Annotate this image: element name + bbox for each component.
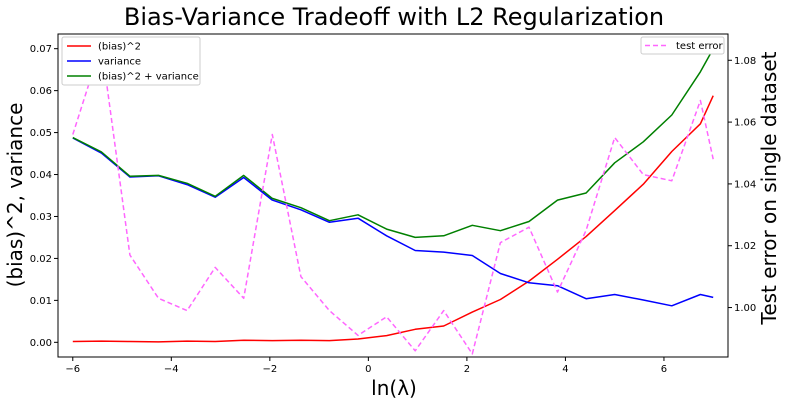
y-right-axis-ticks: 1.00 1.02 1.04 1.06 1.08	[728, 56, 756, 314]
legend-left-frame	[61, 36, 201, 86]
legend-label-bias-2-variance: (bias)^2 + variance	[98, 72, 199, 83]
y-left-tick-label: 0.05	[30, 128, 52, 139]
x-axis-ticks: −6 −4 −2 0 2 4 6	[65, 357, 667, 375]
y-left-tick-label: 0.02	[30, 254, 52, 265]
x-tick-label: 6	[661, 364, 667, 375]
y-right-tick-label: 1.02	[734, 241, 756, 252]
y-left-tick-label: 0.04	[30, 170, 52, 181]
x-tick-label: 0	[365, 364, 371, 375]
y-left-tick-label: 0.00	[30, 338, 52, 349]
series-line-test-error	[72, 44, 714, 355]
series-line-bias-2-variance	[72, 48, 714, 239]
legend-right-frame	[640, 36, 725, 55]
x-tick-label: −2	[262, 364, 277, 375]
legend-left: (bias)^2 variance (bias)^2 + variance	[61, 36, 201, 86]
chart-title: Bias-Variance Tradeoff with L2 Regulariz…	[124, 3, 664, 31]
series-layer	[72, 44, 714, 355]
y-left-tick-label: 0.06	[30, 86, 52, 97]
legend-label-variance: variance	[98, 57, 141, 68]
x-tick-label: −6	[65, 364, 80, 375]
y-right-tick-label: 1.06	[734, 118, 756, 129]
y-left-axis-label: (bias)^2, variance	[3, 103, 27, 288]
plot-area: −6 −4 −2 0 2 4 6 0.000.010.020.030.040.050.060…	[30, 33, 756, 375]
series-line-variance	[72, 137, 714, 307]
legend-label-test-error: test error	[676, 41, 723, 52]
x-tick-label: 4	[562, 364, 568, 375]
x-tick-label: 2	[464, 364, 470, 375]
series-line-bias-2	[72, 95, 714, 343]
legend-label-bias-2: (bias)^2	[98, 42, 141, 53]
y-left-tick-label: 0.01	[30, 296, 52, 307]
y-right-tick-label: 1.00	[734, 303, 756, 314]
y-left-tick-label: 0.07	[30, 44, 52, 55]
x-axis-label: ln(λ)	[371, 376, 417, 400]
y-right-axis-label: Test error on single dataset	[757, 51, 781, 325]
y-left-tick-label: 0.03	[30, 212, 52, 223]
y-left-axis-ticks: 0.00 0.01 0.02 0.03 0.04 0.05 0.06 0.07	[30, 44, 58, 349]
y-right-tick-label: 1.04	[734, 179, 756, 190]
plot-frame	[57, 33, 729, 358]
legend-right: test error	[640, 36, 725, 55]
x-tick-label: −4	[164, 364, 179, 375]
y-right-tick-label: 1.08	[734, 56, 756, 67]
